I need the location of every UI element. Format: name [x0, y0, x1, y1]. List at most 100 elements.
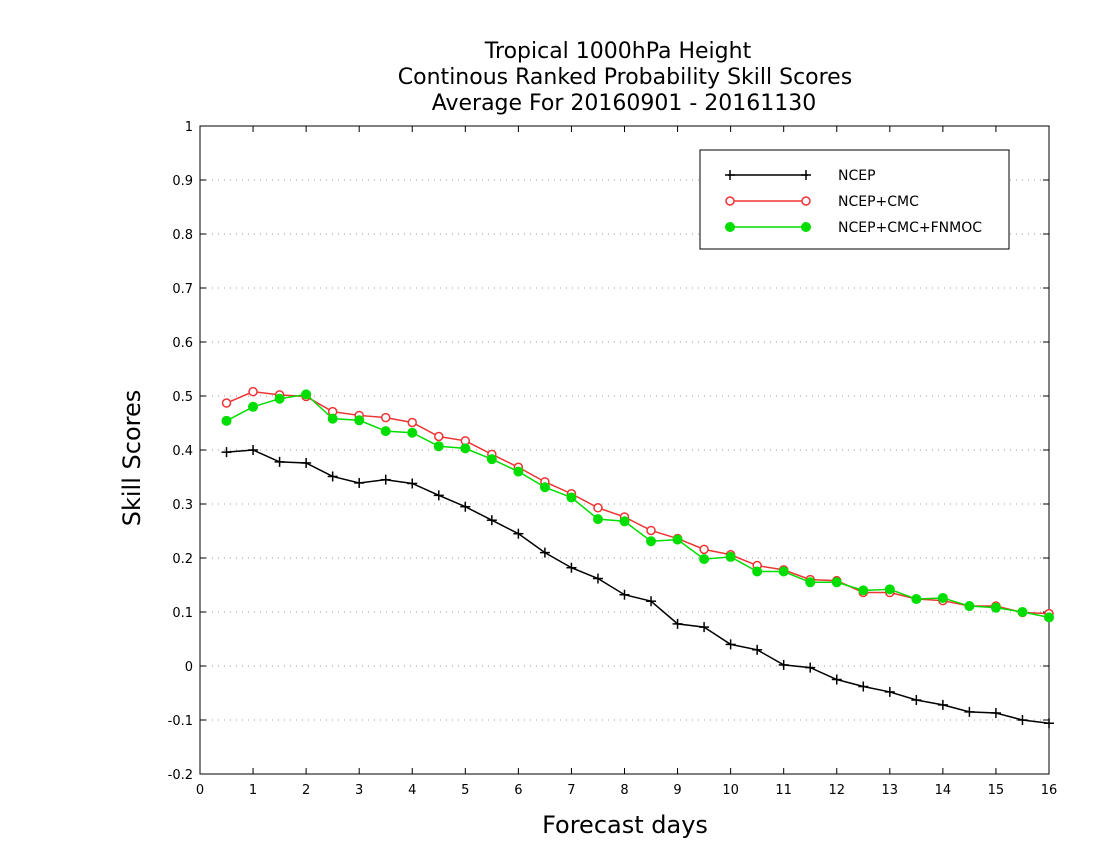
data-point [1017, 607, 1028, 617]
data-point [805, 662, 816, 673]
data-point [380, 412, 391, 423]
series-line [226, 449, 1050, 724]
data-point [831, 577, 842, 588]
legend-entry: NCEP+CMC+FNMOC [725, 220, 982, 236]
data-point [593, 503, 603, 513]
legend: NCEP NCEP+CMC NCEP+CMC+FNMOC [699, 149, 1010, 250]
data-point [221, 447, 232, 458]
data-point [619, 516, 630, 527]
series-ncep-cmc-fnmoc [221, 389, 1054, 623]
data-point [327, 413, 338, 424]
data-point [801, 170, 811, 180]
y-tick-label: 0.2 [172, 552, 193, 567]
data-point [539, 547, 550, 558]
x-tick-label: 15 [988, 783, 1005, 798]
data-point [990, 707, 1001, 718]
y-tick-label: 0.8 [172, 228, 193, 243]
chart-title: Tropical 1000hPa Height Continous Ranked… [398, 39, 852, 116]
data-point [1044, 718, 1054, 729]
data-point [248, 401, 259, 412]
data-point [486, 454, 497, 465]
data-point [301, 457, 312, 468]
data-point [1044, 612, 1054, 623]
x-tick-label: 7 [567, 783, 575, 798]
data-point [460, 443, 471, 454]
data-point [434, 431, 444, 442]
data-point [407, 417, 417, 428]
data-point [592, 573, 603, 584]
x-axis-label: Forecast days [542, 811, 708, 839]
data-point [752, 644, 763, 655]
data-point [221, 398, 232, 408]
legend-label: NCEP+CMC+FNMOC [838, 220, 982, 236]
data-point [619, 589, 630, 600]
data-point [433, 490, 444, 501]
x-tick-label: 4 [408, 783, 416, 798]
data-point [990, 602, 1001, 613]
x-tick-label: 9 [673, 783, 681, 798]
chart-title-line-1: Tropical 1000hPa Height [484, 39, 752, 64]
legend-label: NCEP [838, 168, 876, 184]
data-point [801, 222, 811, 232]
data-point [884, 584, 895, 595]
data-point [566, 492, 577, 503]
data-point [805, 577, 816, 588]
data-point [327, 471, 338, 482]
series-line [226, 390, 1050, 615]
y-axis-label: Skill Scores [118, 390, 146, 527]
data-point [884, 686, 895, 697]
y-tick-label: -0.1 [168, 714, 193, 729]
y-tick-label: -0.2 [168, 768, 193, 783]
data-point [539, 482, 550, 493]
data-point [858, 585, 869, 596]
x-tick-label: 16 [1041, 783, 1058, 798]
legend-box [699, 149, 1010, 250]
data-point [407, 427, 418, 438]
data-point [274, 456, 285, 467]
data-point [725, 170, 735, 180]
chart-title-line-2: Continous Ranked Probability Skill Score… [398, 65, 852, 90]
x-tick-label: 8 [620, 783, 628, 798]
data-point [354, 415, 365, 426]
data-point [858, 681, 869, 692]
series-group [221, 386, 1054, 729]
data-point [513, 528, 524, 539]
x-tick-label: 2 [302, 783, 310, 798]
y-tick-label: 1 [185, 120, 193, 135]
data-point [513, 466, 524, 477]
data-point [831, 674, 842, 685]
data-point [911, 594, 922, 605]
x-tick-label: 13 [882, 783, 899, 798]
data-point [274, 393, 285, 404]
grid-lines [200, 179, 1049, 721]
data-point [964, 706, 975, 717]
data-point [1017, 715, 1028, 725]
data-point [646, 525, 656, 536]
x-tick-label: 3 [355, 783, 363, 798]
data-point [801, 196, 811, 206]
data-point [699, 554, 710, 565]
y-tick-label: 0.1 [172, 606, 193, 621]
data-point [699, 544, 709, 555]
data-point [752, 566, 763, 577]
data-point [699, 622, 710, 633]
chart-title-line-3: Average For 20160901 - 20161130 [432, 91, 817, 116]
data-point [566, 562, 577, 573]
data-point [725, 551, 736, 562]
x-tick-label: 14 [935, 783, 952, 798]
data-point [592, 514, 603, 525]
legend-entry: NCEP [725, 168, 876, 184]
data-point [407, 478, 418, 489]
y-tick-label: 0.3 [172, 498, 193, 513]
data-point [301, 389, 312, 400]
x-tick-label: 5 [461, 783, 469, 798]
x-tick-label: 1 [249, 783, 257, 798]
data-point [380, 474, 391, 485]
series-line [226, 393, 1050, 619]
data-point [486, 515, 497, 526]
data-point [248, 386, 258, 397]
data-point [433, 441, 444, 452]
data-point [248, 445, 259, 455]
series-ncep-cmc [221, 386, 1054, 619]
